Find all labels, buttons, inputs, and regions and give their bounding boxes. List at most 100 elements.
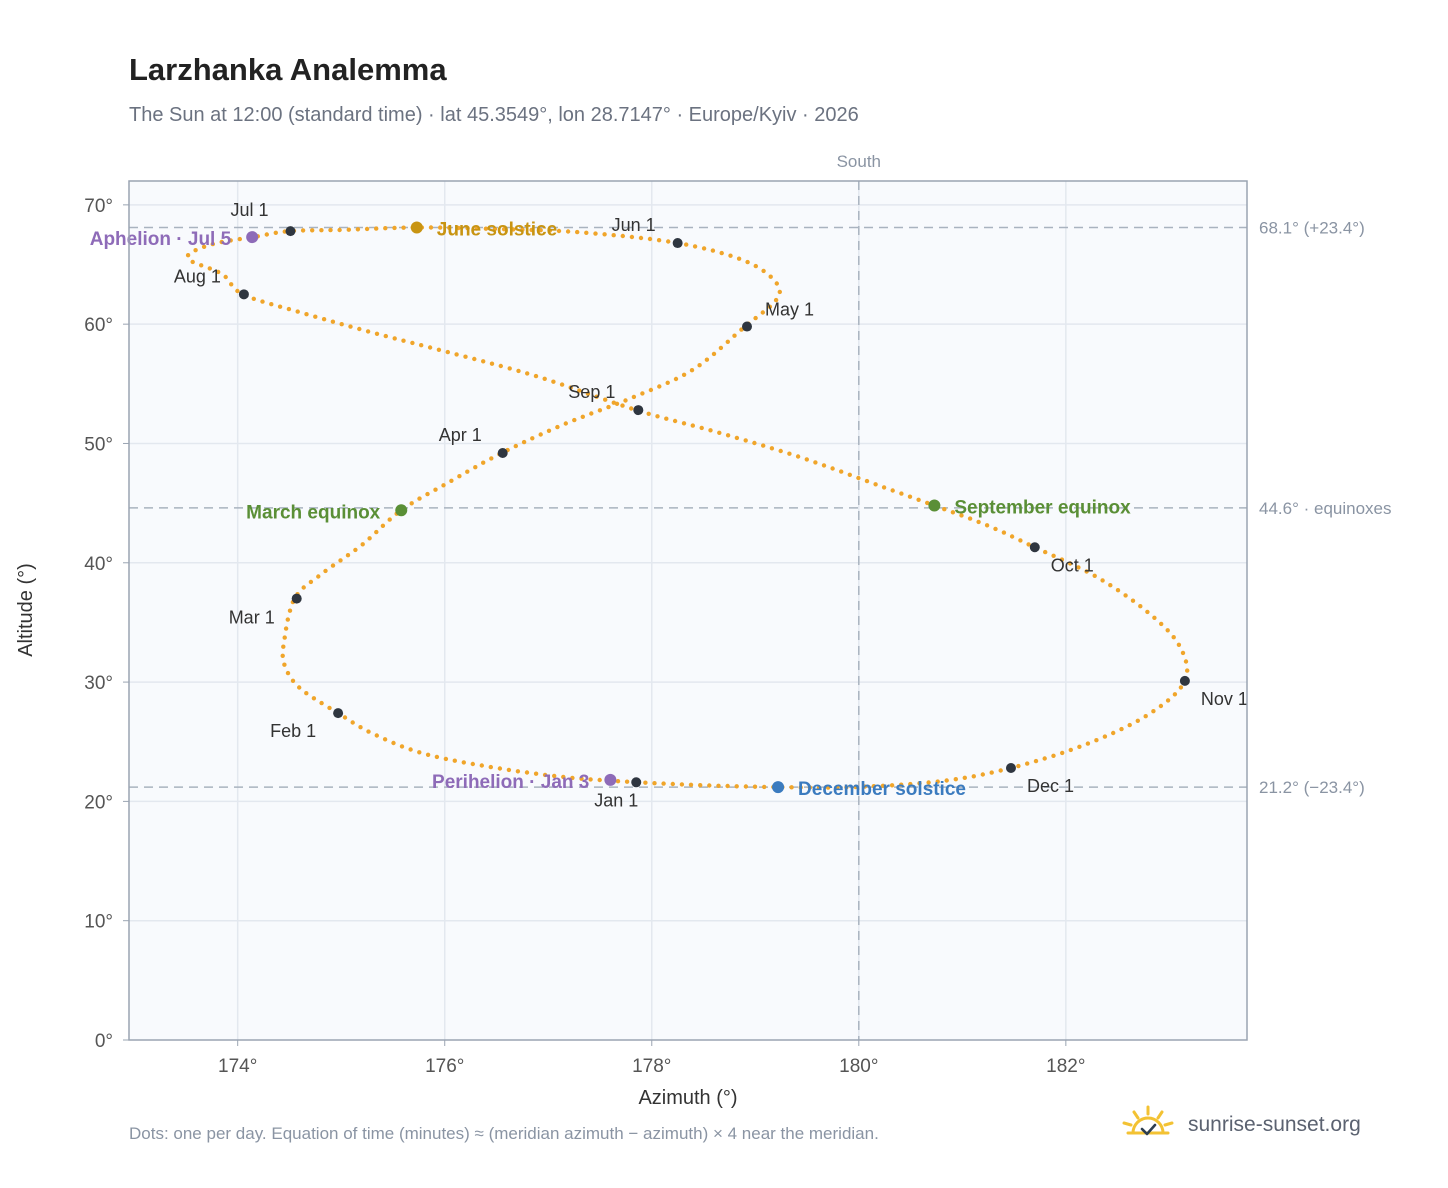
- axis-ticks: 174° 176° 178° 180° 182° 0° 10° 20° 30° 40° 50° 60°…: [84, 196, 1085, 1077]
- day-dot: [584, 230, 589, 235]
- day-dot: [235, 288, 240, 294]
- day-dot: [1042, 756, 1047, 761]
- day-dot: [409, 501, 414, 506]
- day-dot: [768, 274, 773, 279]
- day-dot: [382, 737, 388, 742]
- day-dot: [360, 542, 365, 547]
- day-dot: [623, 398, 628, 403]
- day-dot: [410, 340, 415, 346]
- day-dot: [380, 523, 386, 528]
- day-dot: [201, 244, 207, 249]
- day-dot: [330, 319, 336, 324]
- day-dot: [697, 363, 702, 368]
- day-dot: [774, 281, 779, 286]
- day-dot: [308, 579, 314, 585]
- day-dot: [470, 761, 475, 767]
- day-dot: [1025, 761, 1030, 766]
- day-dot: [1060, 750, 1065, 756]
- day-dot: [890, 488, 895, 493]
- day-dot: [1135, 718, 1141, 723]
- day-dot: [301, 585, 306, 590]
- day-dot: [300, 228, 306, 233]
- day-dot: [830, 466, 835, 471]
- day-dot: [646, 411, 651, 416]
- footnote: Dots: one per day. Equation of time (min…: [129, 1124, 879, 1143]
- day-dot: [1084, 569, 1089, 574]
- day-dot: [871, 784, 876, 789]
- day-dot: [585, 391, 591, 396]
- event-marker: [395, 504, 408, 517]
- month-marker: [672, 238, 683, 249]
- day-dot: [717, 430, 722, 435]
- day-dot: [358, 725, 363, 730]
- day-dot: [366, 729, 371, 734]
- brand[interactable]: sunrise-sunset.org: [1120, 1100, 1361, 1150]
- day-dot: [282, 635, 287, 640]
- day-dot: [330, 563, 336, 568]
- day-dot: [572, 417, 577, 423]
- day-dot: [367, 536, 372, 541]
- event-label: Aphelion · Jul 5: [90, 229, 232, 250]
- day-dot: [479, 763, 484, 768]
- day-dot: [285, 617, 290, 622]
- day-dot: [761, 443, 766, 448]
- day-dot: [310, 228, 315, 233]
- day-dot: [419, 343, 424, 348]
- day-dot: [210, 241, 215, 247]
- day-dot: [264, 232, 269, 237]
- day-dot: [657, 384, 662, 389]
- day-dot: [789, 785, 794, 790]
- day-dot: [853, 784, 858, 790]
- day-dot: [615, 779, 621, 784]
- day-dot: [533, 771, 539, 776]
- day-dot: [513, 443, 518, 449]
- day-dot: [251, 296, 256, 301]
- day-dot: [321, 317, 327, 322]
- day-dot: [223, 274, 228, 280]
- day-dot: [589, 411, 594, 416]
- day-dot: [588, 777, 593, 782]
- day-dot: [1152, 615, 1157, 620]
- day-dot: [465, 469, 470, 474]
- day-dot: [1092, 573, 1097, 578]
- day-dot: [542, 772, 548, 778]
- y-tick-label: 0°: [95, 1031, 113, 1052]
- x-tick-label: 180°: [839, 1056, 878, 1077]
- day-dot: [701, 246, 707, 251]
- day-dot: [525, 371, 530, 376]
- day-dot: [524, 770, 530, 775]
- day-dot: [465, 226, 470, 231]
- day-dot: [916, 497, 921, 502]
- day-dot: [620, 403, 625, 408]
- day-dot: [688, 782, 694, 787]
- day-dot: [925, 500, 930, 506]
- day-dot: [835, 785, 840, 790]
- day-dot: [1009, 534, 1015, 539]
- day-dot: [570, 775, 575, 781]
- day-dot: [546, 428, 552, 433]
- day-dot: [1018, 538, 1023, 543]
- day-dot: [661, 781, 666, 786]
- day-dot: [237, 236, 242, 242]
- day-dot: [971, 774, 976, 779]
- day-dot: [506, 767, 512, 773]
- month-marker: [1179, 675, 1190, 686]
- day-dot: [516, 368, 521, 374]
- x-tick-label: 174°: [218, 1056, 257, 1077]
- day-dot: [1178, 685, 1184, 690]
- day-dot: [1185, 668, 1190, 673]
- day-dot: [401, 338, 406, 343]
- day-dot: [732, 333, 737, 338]
- day-dot: [681, 421, 687, 426]
- day-dot: [219, 239, 224, 245]
- day-dot: [323, 568, 328, 574]
- day-dot: [752, 440, 757, 446]
- day-dot: [547, 228, 552, 233]
- month-label: Jul 1: [230, 200, 268, 220]
- day-dot: [216, 269, 221, 275]
- day-dot: [563, 421, 568, 426]
- day-dot: [760, 310, 765, 315]
- y-tick-label: 30°: [84, 673, 113, 694]
- day-dot: [283, 626, 289, 631]
- day-dot: [436, 347, 442, 352]
